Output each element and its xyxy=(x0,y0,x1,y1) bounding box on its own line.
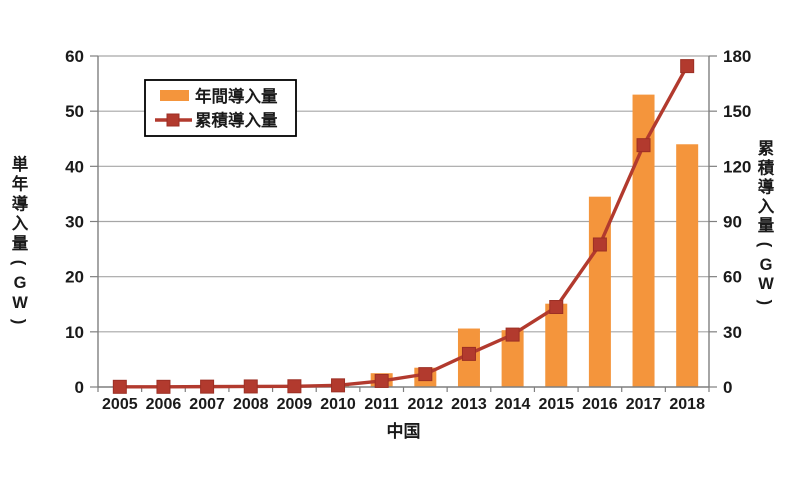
x-tick-label: 2018 xyxy=(669,396,705,413)
legend-box xyxy=(144,79,297,137)
marker-2009 xyxy=(287,379,302,394)
marker-2017 xyxy=(636,138,651,153)
marker-2014 xyxy=(505,327,520,342)
left-axis-title-char: 導 xyxy=(12,193,29,213)
marker-2018 xyxy=(680,59,695,74)
x-tick-label: 2006 xyxy=(146,396,182,413)
x-tick-label: 2005 xyxy=(102,396,138,413)
marker-2013 xyxy=(461,346,476,361)
right-axis-title-char: ( xyxy=(756,242,774,248)
legend-label-cumulative: 累積導入量 xyxy=(195,110,278,130)
right-tick-label: 30 xyxy=(723,323,742,342)
left-axis-title-char: 入 xyxy=(12,214,29,233)
marker-2005 xyxy=(112,379,127,394)
marker-2012 xyxy=(418,367,433,382)
left-tick-label: 20 xyxy=(65,268,84,287)
right-axis-title-char: 累 xyxy=(758,139,775,158)
x-tick-label: 2010 xyxy=(320,396,356,413)
bar-2017 xyxy=(632,94,655,387)
left-axis-title-char: W xyxy=(12,294,28,312)
cumulative-line xyxy=(119,65,689,389)
right-tick-label: 0 xyxy=(723,378,732,397)
right-tick-label: 150 xyxy=(723,102,751,121)
x-axis-title: 中国 xyxy=(387,421,421,441)
left-tick-label: 50 xyxy=(65,102,84,121)
left-tick-label: 40 xyxy=(65,157,84,176)
legend-label-annual: 年間導入量 xyxy=(195,86,278,106)
right-tick-label: 120 xyxy=(723,157,751,176)
left-tick-label: 0 xyxy=(75,378,84,397)
x-tick-label: 2008 xyxy=(233,396,269,413)
right-axis-title-char: ) xyxy=(756,300,774,306)
right-axis-title-char: 入 xyxy=(758,197,775,216)
right-axis-title-char: W xyxy=(758,275,774,293)
marker-2011 xyxy=(374,373,389,388)
marker-2007 xyxy=(200,379,215,394)
right-tick-label: 60 xyxy=(723,268,742,287)
marker-2006 xyxy=(156,379,171,394)
marker-2015 xyxy=(549,300,564,315)
legend-marker-swatch xyxy=(166,113,180,127)
right-tick-label: 90 xyxy=(723,213,742,232)
left-axis-title-char: 年 xyxy=(12,174,29,194)
left-axis-title-char: 量 xyxy=(12,234,29,253)
marker-2008 xyxy=(243,379,258,394)
bar-2014 xyxy=(501,330,524,387)
left-axis-title-char: ) xyxy=(10,319,28,325)
left-tick-label: 10 xyxy=(65,323,84,342)
left-tick-label: 30 xyxy=(65,213,84,232)
marker-2016 xyxy=(592,237,607,252)
right-axis-title-char: 量 xyxy=(758,216,775,235)
right-axis-title-char: 導 xyxy=(758,177,775,197)
right-axis-title-char: 積 xyxy=(757,157,775,177)
x-tick-label: 2016 xyxy=(582,396,618,413)
left-axis-title-char: G xyxy=(14,274,27,292)
right-axis-title-char: G xyxy=(760,256,773,274)
left-tick-label: 60 xyxy=(65,47,84,66)
left-axis-title-char: ( xyxy=(10,260,28,266)
bar-2018 xyxy=(676,144,699,387)
x-tick-label: 2012 xyxy=(408,396,444,413)
x-tick-label: 2015 xyxy=(538,396,574,413)
left-axis-title-char: 単 xyxy=(12,154,29,174)
right-tick-label: 180 xyxy=(723,47,751,66)
legend-bar-swatch xyxy=(160,90,189,101)
x-tick-label: 2017 xyxy=(626,396,662,413)
x-tick-label: 2007 xyxy=(189,396,225,413)
x-tick-label: 2009 xyxy=(277,396,313,413)
bar-2015 xyxy=(545,303,568,387)
marker-2010 xyxy=(331,378,346,393)
x-tick-label: 2014 xyxy=(495,396,531,413)
x-tick-label: 2013 xyxy=(451,396,487,413)
x-tick-label: 2011 xyxy=(364,396,399,413)
